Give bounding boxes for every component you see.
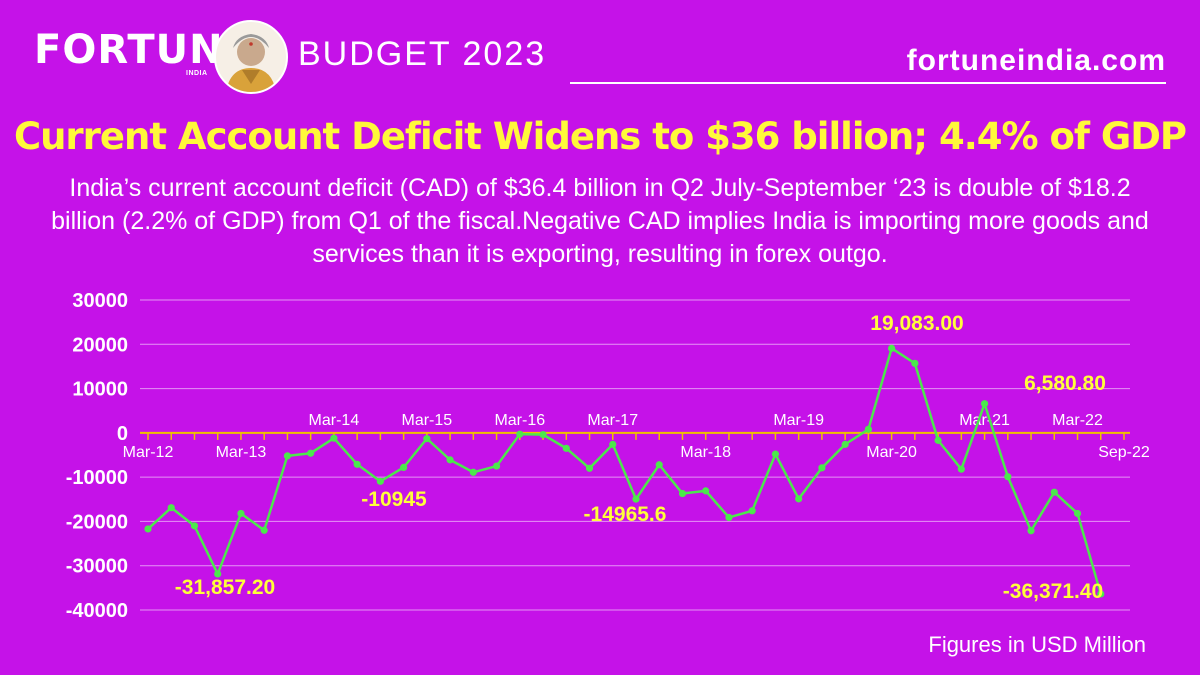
data-point [655,461,663,469]
data-point [283,452,292,460]
y-tick-label: -30000 [66,556,128,578]
grid-layer [140,299,1130,611]
units-note: Figures in USD Million [928,632,1146,657]
y-tick-label: 0 [117,423,128,445]
data-callout: 19,083.00 [870,312,963,335]
x-tick-label: Mar-17 [587,412,638,429]
chart-subtitle: India’s current account deficit (CAD) of… [51,174,1149,268]
data-point [609,440,617,448]
x-tick-label: Mar-15 [402,412,453,429]
data-callout: 6,580.80 [1024,372,1106,395]
data-point [841,440,849,448]
y-tick-label: 20000 [72,334,128,356]
data-point [1004,473,1012,481]
x-axis: Mar-12 Mar-13 Mar-14 Mar-15 Mar-16 Mar-17 Mar-… [123,412,1150,461]
data-point [562,444,570,452]
data-point [864,425,872,433]
y-tick-label: 10000 [72,379,128,401]
data-callout: -31,857.20 [175,576,275,599]
data-point [307,449,315,457]
data-point [725,513,733,522]
data-point [446,456,454,464]
chart-title: Current Account Deficit Widens to $36 bi… [13,115,1187,158]
series-line [147,347,1102,595]
x-tick-label: Mar-18 [680,444,731,461]
data-point [144,525,152,533]
portrait-image [214,20,288,94]
x-tick-label: Mar-21 [959,412,1010,429]
data-point [911,359,919,367]
data-point [795,495,803,503]
data-point [376,477,384,485]
data-point [260,526,268,534]
data-point [1050,488,1058,496]
x-tick-label: Mar-16 [494,412,545,429]
x-tick-label: Mar-22 [1052,412,1103,429]
data-point [492,462,501,470]
data-point [818,464,826,472]
data-callout: -36,371.40 [1003,580,1103,603]
y-tick-label: -20000 [66,511,128,533]
brand-sub: INDIA [186,70,208,77]
data-point [423,435,431,443]
data-point [237,509,245,518]
edition-label: BUDGET 2023 [298,35,547,73]
data-callout: -14965.6 [584,503,667,526]
series-polyline [147,347,1102,595]
data-point [771,450,780,458]
data-point [353,460,361,468]
y-tick-label: 30000 [72,290,128,312]
site-underline [570,82,1166,84]
site-link[interactable]: fortuneindia.com [906,44,1166,77]
data-point [214,570,222,578]
x-tick-label: Mar-12 [123,444,174,461]
data-point [934,436,942,444]
header: FORTUNE INDIA BUDGET 2023 fortuneindia.c… [0,0,1200,100]
x-tick-label: Sep-22 [1098,444,1150,461]
data-point [1073,509,1082,518]
data-point [980,400,989,408]
data-point [400,463,408,471]
data-point [330,434,338,442]
series-points [144,344,1105,598]
line-chart: 30000 20000 10000 0 -10000 -20000 -30000 -40000… [66,290,1150,622]
data-point [190,522,199,530]
data-point [469,468,477,476]
data-point [167,504,175,512]
y-tick-label: -10000 [66,467,128,489]
y-axis-ticks: 30000 20000 10000 0 -10000 -20000 -30000 -40000 [66,290,128,622]
data-point [1027,527,1035,535]
y-tick-label: -40000 [66,600,128,622]
data-point [539,431,547,439]
x-tick-label: Mar-13 [216,444,267,461]
data-point [888,344,896,352]
data-callout: -10945 [361,488,427,511]
data-point [585,464,594,472]
x-tick-label: Mar-20 [866,444,917,461]
data-point [1097,590,1105,598]
data-point [702,487,710,495]
data-point [678,489,687,498]
x-tick-label: Mar-19 [773,412,824,429]
data-point [748,507,756,515]
data-point [516,430,524,438]
annotations: -31,857.20 -10945 -14965.6 19,083.00 6,580.8… [175,312,1106,603]
data-point [632,495,640,503]
x-tick-label: Mar-14 [309,412,360,429]
data-point [957,465,965,473]
